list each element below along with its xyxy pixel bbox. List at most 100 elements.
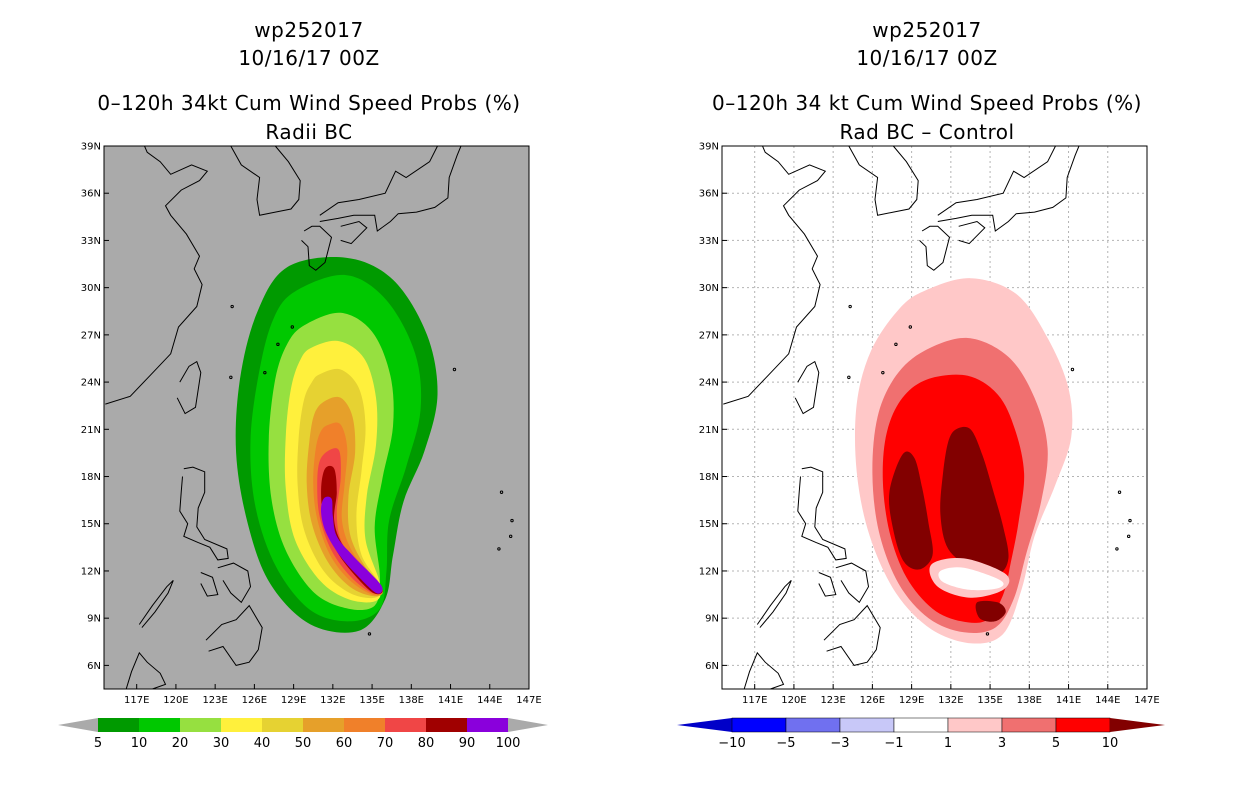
island (881, 370, 885, 375)
colorbar-box (467, 718, 508, 732)
island (894, 342, 898, 347)
colorbar-label: 5 (1052, 736, 1060, 751)
x-tick-label: 141E (1056, 695, 1081, 706)
island (847, 375, 851, 380)
coastline (743, 651, 785, 690)
left-date: 10/16/17 00Z (238, 46, 380, 70)
y-tick-label: 9N (87, 614, 101, 625)
island (908, 325, 913, 329)
island (497, 547, 501, 551)
y-tick-label: 30N (81, 283, 101, 294)
coastline (125, 651, 167, 690)
colorbar-label: 90 (459, 736, 476, 751)
colorbar-label: 40 (254, 736, 271, 751)
colorbar-box (98, 718, 139, 732)
colorbar-box (180, 718, 221, 732)
colorbar-box (385, 718, 426, 732)
coastline (205, 604, 263, 666)
x-tick-label: 126E (860, 695, 885, 706)
x-tick-label: 129E (899, 695, 924, 706)
x-tick-label: 123E (820, 695, 845, 706)
colorbar-label: 70 (377, 736, 394, 751)
coastline (138, 580, 174, 628)
x-tick-label: 138E (399, 695, 424, 706)
y-tick-label: 21N (699, 425, 719, 436)
left-subtitle: Radii BC (265, 120, 353, 144)
y-tick-label: 12N (81, 566, 101, 577)
y-tick-label: 21N (81, 425, 101, 436)
x-tick-label: 135E (977, 695, 1002, 706)
colorbar-left-arrow (677, 718, 732, 732)
island (508, 534, 513, 539)
left-chart-panel: wp252017 10/16/17 00Z 0–120h 34kt Cum Wi… (58, 18, 548, 751)
colorbar-label: 80 (418, 736, 435, 751)
y-tick-label: 24N (81, 378, 101, 389)
plot-frame (103, 145, 530, 690)
coastline (958, 220, 986, 245)
x-tick-label: 129E (281, 695, 306, 706)
colorbar-box (731, 717, 787, 733)
y-tick-label: 24N (699, 378, 719, 389)
colorbar-box (785, 717, 841, 733)
colorbar-box (839, 717, 895, 733)
x-tick-label: 138E (1017, 695, 1042, 706)
colorbar-box (893, 717, 949, 733)
y-tick-label: 30N (699, 283, 719, 294)
y-tick-label: 36N (81, 189, 101, 200)
plot-frame (721, 145, 1148, 690)
x-tick-label: 126E (242, 695, 267, 706)
x-tick-label: 147E (516, 695, 541, 706)
y-tick-label: 6N (87, 661, 101, 672)
colorbar-label: −10 (718, 736, 745, 751)
colorbar-label: −1 (884, 736, 903, 751)
coastline (176, 360, 202, 415)
colorbar-box (344, 718, 385, 732)
colorbar-label: 3 (998, 736, 1006, 751)
x-tick-label: 144E (477, 695, 502, 706)
island (1126, 534, 1131, 539)
coastline (919, 225, 951, 271)
island (290, 325, 295, 329)
colorbar-label: 10 (1102, 736, 1119, 751)
island (229, 375, 233, 380)
right-map-svg: 117E 120E 123E 126E 129E 132E 135E 138E 141E 144E… (677, 142, 1165, 751)
coastline (937, 145, 1080, 232)
x-tick-label: 117E (742, 695, 767, 706)
coastline (230, 145, 301, 216)
colorbar-label: −5 (776, 736, 795, 751)
island (452, 367, 457, 372)
coastline (723, 145, 827, 405)
colorbar-box (1001, 717, 1057, 733)
coastline (848, 145, 919, 216)
island (985, 632, 990, 636)
island (499, 490, 504, 494)
island (367, 632, 372, 636)
colorbar-label: 100 (496, 736, 521, 751)
colorbar-label: 50 (295, 736, 312, 751)
y-tick-label: 18N (81, 472, 101, 483)
x-tick-label: 132E (320, 695, 345, 706)
colorbar-left-arrow (58, 718, 98, 732)
coastline (217, 562, 252, 604)
y-tick-label: 27N (699, 330, 719, 341)
right-date: 10/16/17 00Z (856, 46, 998, 70)
island (230, 304, 234, 309)
y-tick-label: 39N (699, 142, 719, 153)
left-title: 0–120h 34kt Cum Wind Speed Probs (%) (97, 91, 521, 115)
colorbar-box (426, 718, 467, 732)
right-chart-panel: wp252017 10/16/17 00Z 0–120h 34 kt Cum W… (618, 0, 1236, 800)
colorbar-box (139, 718, 180, 732)
left-map-svg: 117E 120E 123E 126E 129E 132E 135E 138E 141E 144E… (58, 142, 548, 751)
y-tick-label: 15N (81, 519, 101, 530)
probability-contour-90 (320, 496, 383, 594)
x-tick-label: 117E (124, 695, 149, 706)
y-tick-label: 36N (699, 189, 719, 200)
island (510, 518, 514, 523)
coastline (818, 572, 837, 597)
coastline (835, 562, 870, 604)
y-tick-label: 18N (699, 472, 719, 483)
colorbar-box (262, 718, 303, 732)
colorbar-label: 60 (336, 736, 353, 751)
difference-contour-zero (938, 567, 1004, 591)
coastline (794, 360, 820, 415)
